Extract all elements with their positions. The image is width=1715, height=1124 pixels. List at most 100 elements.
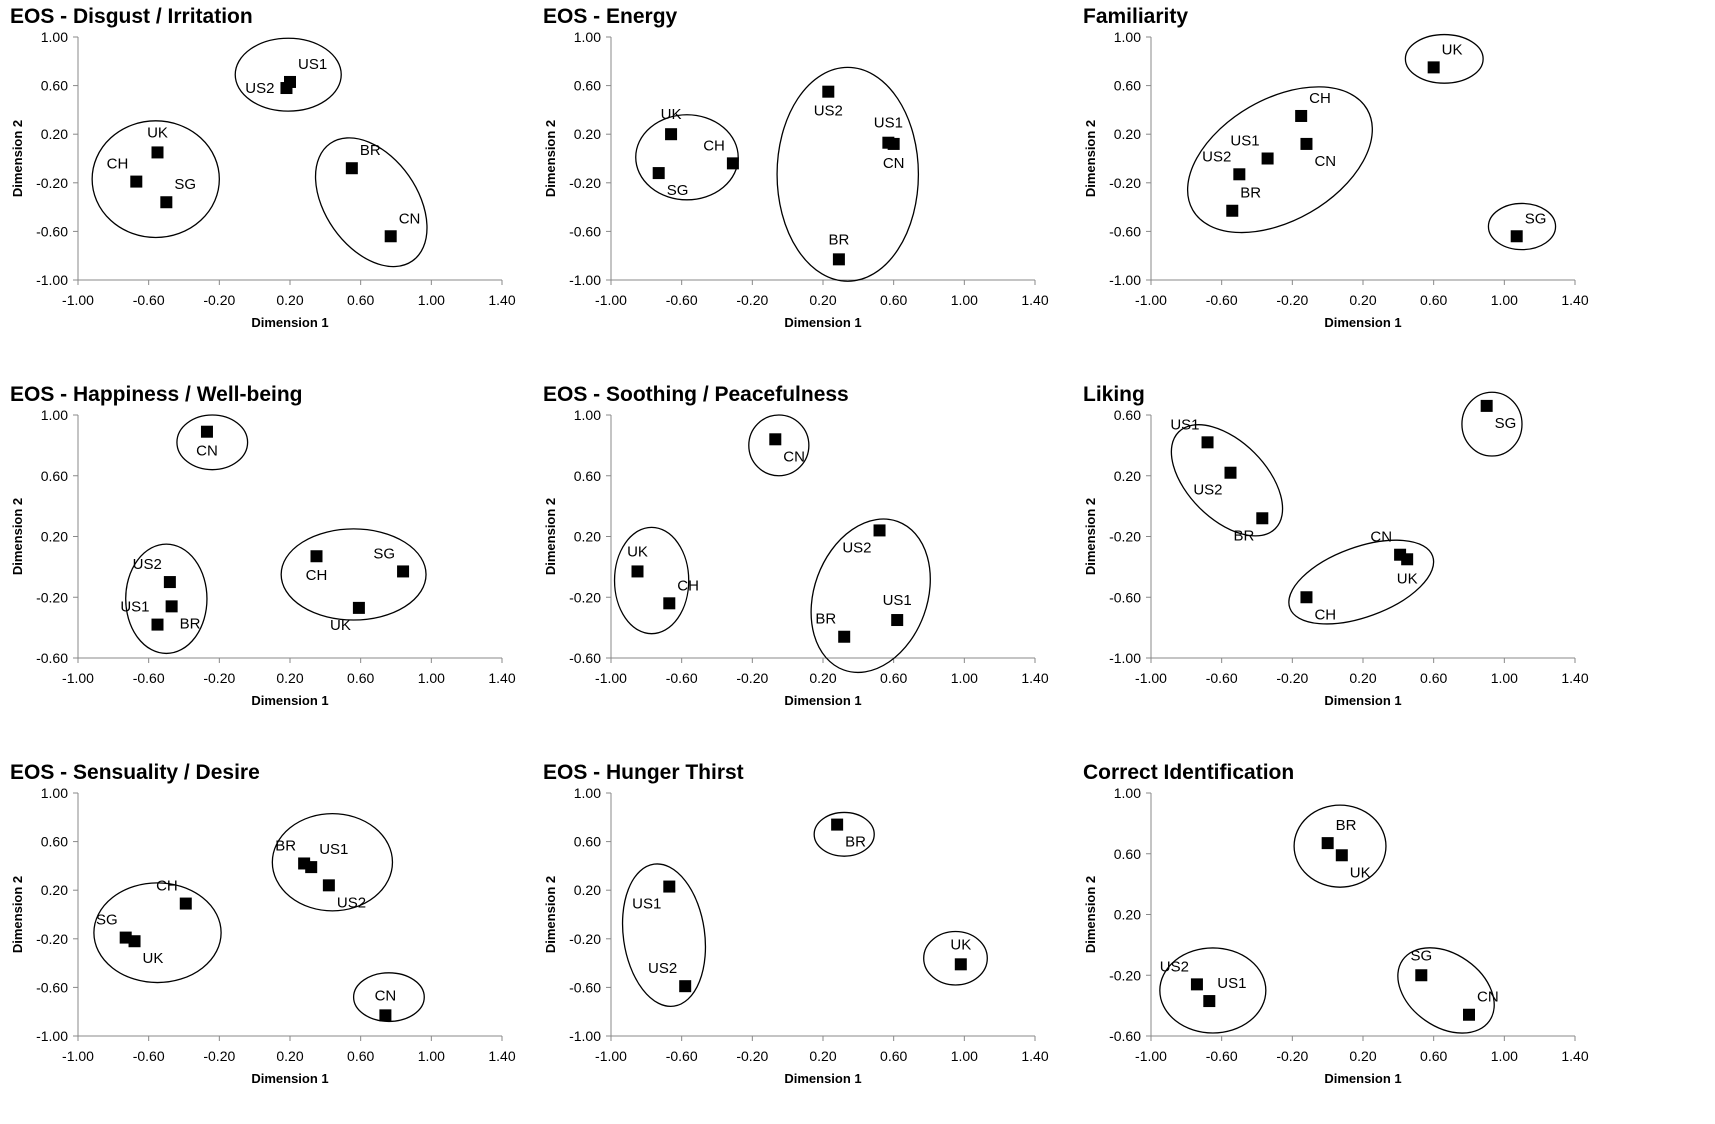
x-tick-label: 1.40 bbox=[1561, 1048, 1588, 1064]
y-tick-label: 0.60 bbox=[574, 468, 601, 484]
data-point-ch bbox=[663, 597, 676, 610]
x-tick-label: -1.00 bbox=[595, 670, 627, 686]
data-point-cn bbox=[1300, 137, 1313, 150]
data-point-label: CN bbox=[1370, 529, 1392, 546]
data-point-ch bbox=[130, 175, 143, 188]
x-tick-label: 1.40 bbox=[1021, 1048, 1048, 1064]
x-tick-label: 1.00 bbox=[418, 1048, 445, 1064]
data-point-label: CN bbox=[375, 987, 397, 1004]
data-point-cn bbox=[769, 433, 782, 446]
y-tick-label: -1.00 bbox=[569, 1028, 601, 1044]
x-tick-label: -0.60 bbox=[666, 670, 698, 686]
data-point-label: SG bbox=[96, 912, 118, 929]
figure: EOS - Disgust / Irritation 1.00 0.60 0.20 -0… bbox=[0, 0, 1633, 1086]
data-point-br bbox=[1256, 512, 1269, 525]
data-point-label: US2 bbox=[133, 556, 162, 573]
cluster-ellipse bbox=[1159, 947, 1267, 1034]
data-point-label: SG bbox=[667, 182, 689, 199]
y-tick-label: 0.20 bbox=[574, 529, 601, 545]
data-point-sg bbox=[397, 565, 410, 578]
y-tick-label: 0.60 bbox=[1114, 407, 1141, 423]
data-point-label: CH bbox=[107, 156, 129, 173]
x-tick-label: 1.40 bbox=[488, 670, 515, 686]
data-point-label: US1 bbox=[1217, 975, 1246, 992]
data-point-label: US1 bbox=[298, 56, 327, 73]
y-tick-label: -0.60 bbox=[1109, 1028, 1141, 1044]
data-point-sg bbox=[1415, 969, 1428, 982]
x-tick-label: 0.60 bbox=[880, 292, 907, 308]
y-tick-label: -0.60 bbox=[569, 223, 601, 239]
data-point-label: US2 bbox=[1160, 958, 1189, 975]
y-tick-label: 1.00 bbox=[41, 29, 68, 45]
data-point-label: CN bbox=[1477, 989, 1499, 1006]
data-point-us2 bbox=[280, 82, 293, 95]
cluster-ellipse bbox=[621, 863, 707, 1008]
cluster-ellipse bbox=[748, 414, 810, 477]
data-point-us2 bbox=[822, 85, 835, 98]
x-tick-label: 0.20 bbox=[276, 292, 303, 308]
y-tick-label: -0.20 bbox=[1109, 967, 1141, 983]
y-axis-label: Dimension 2 bbox=[1083, 120, 1098, 197]
data-point-label: UK bbox=[661, 106, 682, 123]
data-point-sg bbox=[652, 167, 665, 180]
x-tick-label: -0.60 bbox=[133, 1048, 165, 1064]
data-point-uk bbox=[151, 146, 164, 159]
y-tick-label: 0.60 bbox=[1114, 846, 1141, 862]
chart-panel-eos-happiness-well-being: EOS - Happiness / Well-being 1.00 0.60 0.20… bbox=[0, 378, 560, 746]
cluster-ellipse bbox=[1186, 86, 1373, 234]
data-point-br bbox=[838, 630, 851, 643]
data-point-label: UK bbox=[330, 617, 351, 634]
data-point-label: US2 bbox=[1202, 148, 1231, 165]
cluster-ellipse bbox=[91, 120, 220, 239]
data-point-label: CH bbox=[1309, 90, 1331, 107]
cluster-ellipse bbox=[776, 66, 920, 282]
data-point-br bbox=[165, 600, 178, 613]
cluster-ellipse bbox=[1461, 391, 1523, 457]
y-axis-label: Dimension 2 bbox=[1083, 498, 1098, 575]
x-axis-label: Dimension 1 bbox=[1324, 1071, 1401, 1086]
data-point-sg bbox=[160, 196, 173, 209]
data-point-label: SG bbox=[373, 545, 395, 562]
chart-panel-familiarity: Familiarity 1.00 0.60 0.20 -0.20 -0.60 -1.00 -1… bbox=[1073, 0, 1633, 368]
data-point-label: BR bbox=[845, 834, 866, 851]
data-point-uk bbox=[1401, 553, 1414, 566]
y-tick-label: -1.00 bbox=[36, 1028, 68, 1044]
data-point-label: US1 bbox=[883, 592, 912, 609]
y-tick-label: 1.00 bbox=[574, 785, 601, 801]
y-tick-label: 0.20 bbox=[574, 126, 601, 142]
data-point-label: US2 bbox=[842, 539, 871, 556]
y-tick-label: -0.60 bbox=[36, 223, 68, 239]
x-tick-label: -0.20 bbox=[203, 670, 235, 686]
data-point-label: US2 bbox=[814, 103, 843, 120]
y-tick-label: 0.20 bbox=[1114, 907, 1141, 923]
x-tick-label: -0.60 bbox=[1206, 292, 1238, 308]
x-tick-label: 0.60 bbox=[347, 292, 374, 308]
data-point-us1 bbox=[1201, 436, 1214, 449]
chart-panel-eos-hunger-thirst: EOS - Hunger Thirst 1.00 0.60 0.20 -0.20 -0.6… bbox=[533, 756, 1093, 1124]
x-tick-label: 1.00 bbox=[951, 1048, 978, 1064]
data-point-sg bbox=[1480, 399, 1493, 412]
x-axis-label: Dimension 1 bbox=[251, 693, 328, 708]
x-tick-label: -0.20 bbox=[1276, 292, 1308, 308]
data-point-cn bbox=[200, 425, 213, 438]
x-tick-label: 1.00 bbox=[1491, 1048, 1518, 1064]
data-point-label: US1 bbox=[632, 896, 661, 913]
data-point-label: UK bbox=[1442, 41, 1463, 58]
x-tick-label: -1.00 bbox=[1135, 1048, 1167, 1064]
x-tick-label: 0.60 bbox=[1420, 670, 1447, 686]
cluster-ellipse bbox=[234, 37, 342, 112]
x-tick-label: 1.00 bbox=[1491, 292, 1518, 308]
data-point-label: US2 bbox=[1193, 482, 1222, 499]
x-tick-label: -0.20 bbox=[203, 1048, 235, 1064]
cluster-ellipse bbox=[271, 813, 394, 912]
y-tick-label: 0.60 bbox=[41, 834, 68, 850]
y-tick-label: 0.20 bbox=[1114, 126, 1141, 142]
chart-title: Liking bbox=[1083, 383, 1145, 406]
cluster-ellipse bbox=[1293, 804, 1387, 888]
y-tick-label: -0.20 bbox=[36, 589, 68, 605]
y-tick-label: 0.20 bbox=[41, 126, 68, 142]
chart-title: EOS - Energy bbox=[543, 5, 678, 28]
scatter-plot: EOS - Soothing / Peacefulness1.000.600.2… bbox=[543, 383, 1049, 708]
data-point-label: BR bbox=[1233, 527, 1254, 544]
